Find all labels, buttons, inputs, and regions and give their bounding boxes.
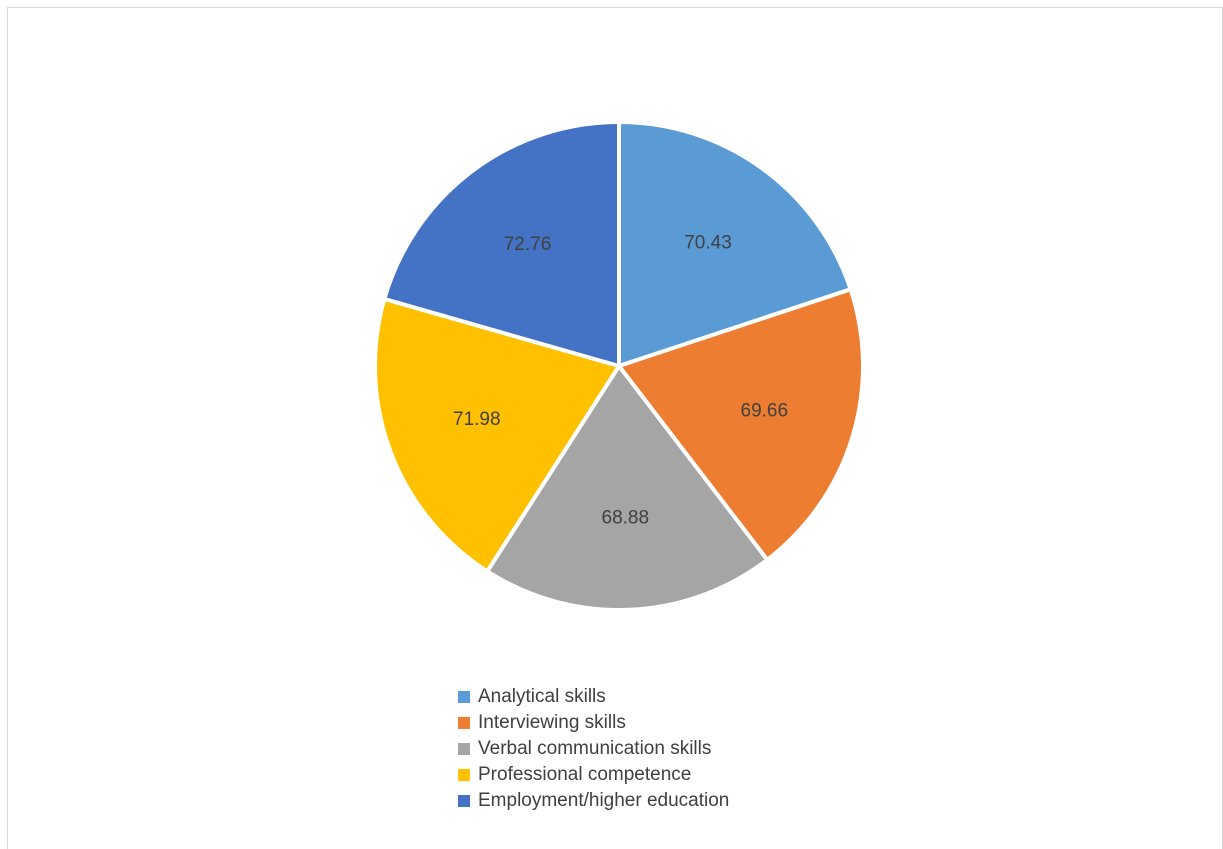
legend-label: Professional competence [478, 764, 692, 785]
data-label-verbal-communication-skills: 68.88 [602, 507, 650, 528]
legend-item-employment-higher-education: Employment/higher education [458, 788, 729, 814]
legend-label: Analytical skills [478, 686, 606, 707]
legend-swatch [458, 769, 470, 781]
legend-label: Verbal communication skills [478, 738, 712, 759]
chart-legend: Analytical skills Interviewing skills Ve… [458, 684, 729, 814]
legend-item-analytical-skills: Analytical skills [458, 684, 729, 710]
pie-slice-professional-competence [373, 296, 621, 574]
legend-label: Interviewing skills [478, 712, 626, 733]
pie-slice-verbal-communication-skills [485, 364, 770, 612]
pie-slice-analytical-skills [617, 120, 853, 368]
legend-item-professional-competence: Professional competence [458, 762, 729, 788]
data-label-professional-competence: 71.98 [453, 409, 501, 430]
legend-swatch [458, 691, 470, 703]
data-label-employment-higher-education: 72.76 [504, 234, 552, 255]
pie-slices [373, 120, 865, 612]
legend-item-verbal-communication-skills: Verbal communication skills [458, 736, 729, 762]
pie-slice-interviewing-skills [617, 287, 865, 562]
data-label-analytical-skills: 70.43 [684, 232, 732, 253]
legend-swatch [458, 717, 470, 729]
legend-swatch [458, 795, 470, 807]
pie-data-labels: 70.43 69.66 68.88 71.98 72.76 [453, 232, 788, 528]
data-label-interviewing-skills: 69.66 [741, 400, 789, 421]
legend-swatch [458, 743, 470, 755]
pie-slice-employment-higher-education [382, 120, 621, 368]
legend-label: Employment/higher education [478, 790, 730, 811]
legend-item-interviewing-skills: Interviewing skills [458, 710, 729, 736]
